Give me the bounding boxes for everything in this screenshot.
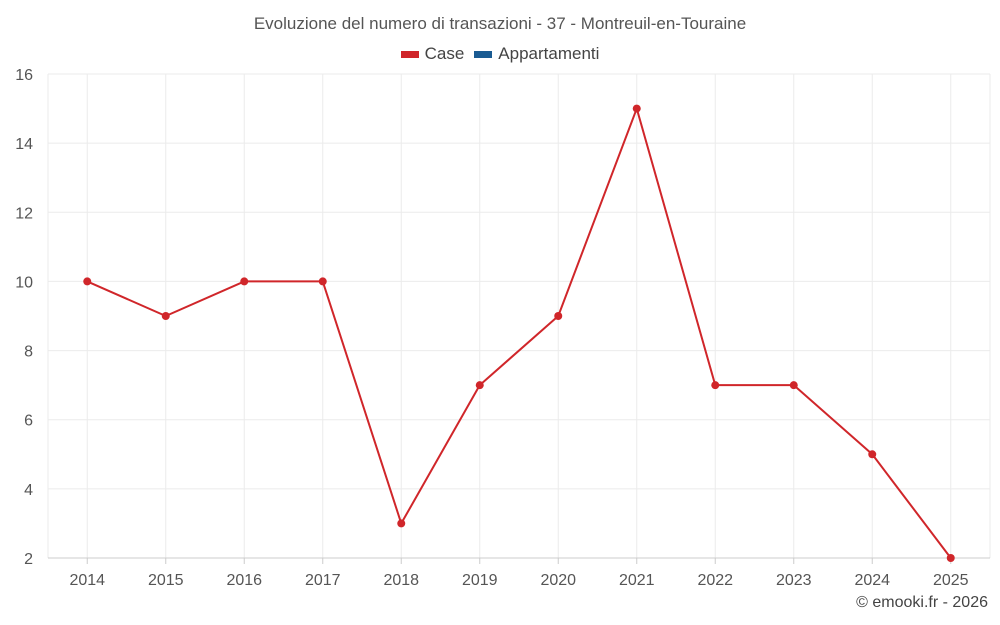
y-tick-label: 12: [15, 205, 33, 222]
chart-title: Evoluzione del numero di transazioni - 3…: [253, 14, 747, 33]
y-tick-label: 16: [15, 67, 33, 84]
legend-label-appartamenti: Appartamenti: [498, 44, 600, 63]
axes: 2 4 6 8 10 12 14 16 2014 2015 2016 2017 2018 2019 2020…: [15, 67, 990, 589]
data-point-case: [161, 312, 170, 320]
data-point-case: [632, 104, 641, 113]
legend-swatch-appartamenti: [474, 50, 493, 58]
y-tick-label: 10: [15, 274, 33, 291]
data-point-case: [475, 381, 484, 390]
data-point-case: [397, 519, 406, 528]
data-point-case: [240, 277, 249, 286]
data-point-case: [318, 277, 327, 286]
data-point-case: [711, 381, 720, 390]
legend-label-case: Case: [424, 44, 465, 63]
series: [83, 104, 955, 562]
legend-item-case[interactable]: Case: [400, 44, 465, 64]
series-line-case: [86, 107, 952, 559]
grid: [47, 73, 991, 558]
data-point-case: [554, 312, 563, 320]
x-tick-label: 2020: [540, 572, 576, 589]
data-point-case: [789, 381, 798, 390]
x-tick-label: 2014: [69, 572, 105, 589]
x-tick-label: 2016: [226, 572, 262, 589]
x-tick-label: 2015: [148, 572, 184, 589]
y-tick-label: 4: [24, 482, 33, 499]
y-tick-label: 6: [24, 413, 33, 430]
y-tick-label: 14: [15, 136, 33, 153]
legend: Case Appartamenti: [0, 44, 1000, 64]
x-tick-label: 2025: [933, 572, 969, 589]
credit-text: © emooki.fr - 2026: [856, 594, 988, 611]
x-tick-label: 2022: [697, 572, 733, 589]
x-tick-label: 2021: [619, 572, 655, 589]
x-tick-label: 2024: [854, 572, 890, 589]
x-tick-label: 2023: [776, 572, 812, 589]
x-tick-label: 2017: [305, 572, 341, 589]
data-point-case: [83, 277, 92, 286]
data-point-case: [946, 554, 955, 562]
legend-item-appartamenti[interactable]: Appartamenti: [474, 44, 599, 64]
x-tick-label: 2019: [462, 572, 498, 589]
x-tick-label: 2018: [383, 572, 419, 589]
y-tick-label: 2: [24, 551, 33, 568]
data-point-case: [868, 450, 877, 459]
legend-swatch-case: [400, 50, 419, 58]
y-tick-label: 8: [24, 344, 33, 361]
